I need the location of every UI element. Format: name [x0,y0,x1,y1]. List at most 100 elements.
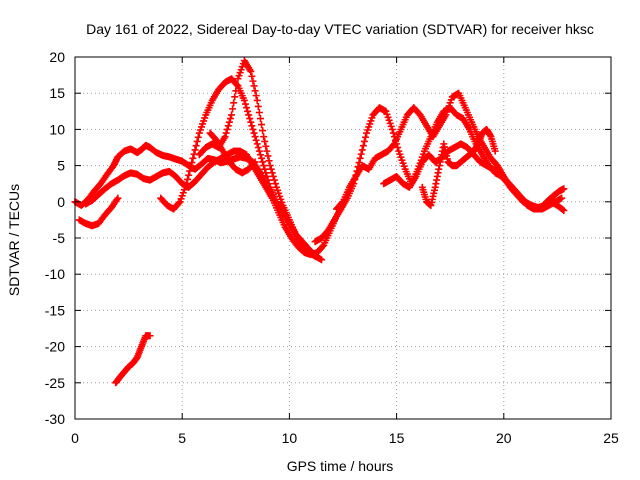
y-axis-label: SDTVAR / TECUs [6,184,22,296]
data-point [192,142,200,150]
y-tick-label: -25 [45,375,65,391]
axis-ticks: 0 5 10 15 20 25 -30 -25 -20 -15 -10 -5 0 5 10 15 20 [45,49,619,446]
data-point [263,172,271,180]
data-point [251,87,259,95]
data-point [261,165,269,173]
series-arc-7 [112,332,154,387]
data-point [250,82,258,90]
data-point [358,146,366,154]
data-point [559,206,567,214]
y-tick-label: 10 [49,121,65,137]
data-point [260,162,268,170]
data-points [71,57,568,387]
series-arc-11 [418,125,499,209]
data-point [264,176,272,184]
data-point [186,167,194,175]
y-tick-label: 5 [57,158,65,174]
series-arc-1 [71,141,347,259]
data-point [260,133,268,141]
x-tick-label: 10 [282,430,298,446]
data-point [191,146,199,154]
data-point [269,172,277,180]
data-point [259,127,267,135]
data-point [248,122,256,130]
data-point [187,163,195,171]
data-point [253,140,261,148]
x-tick-label: 25 [603,430,619,446]
data-point [189,154,197,162]
data-point [362,133,370,141]
data-point [254,144,262,151]
data-point [255,147,263,155]
data-point [241,100,249,108]
data-point [188,159,196,167]
data-point [194,133,202,141]
data-point [388,125,396,133]
y-tick-label: -5 [53,230,66,246]
data-point [394,144,402,151]
y-tick-label: -15 [45,302,65,318]
data-point [185,171,193,179]
data-point [231,93,239,101]
chart-title: Day 161 of 2022, Sidereal Day-to-day VTE… [86,21,594,37]
data-point [254,102,262,110]
data-point [311,252,319,260]
data-point [268,169,276,177]
data-point [247,118,255,126]
data-point [251,158,259,166]
data-point [233,81,241,89]
data-point [356,154,364,162]
data-point [225,118,233,126]
data-point [256,151,264,159]
data-point [224,122,232,130]
data-point [262,142,270,150]
grid-lines [75,57,611,419]
x-tick-label: 5 [178,430,186,446]
data-point [229,105,237,113]
data-point [263,147,271,155]
data-point [266,162,274,170]
series-arc-3 [75,194,122,230]
data-point [359,142,367,150]
data-point [271,180,279,188]
series-arc-6 [206,129,259,177]
data-point [222,129,230,137]
data-point [228,111,236,119]
data-point [146,332,154,340]
data-point [270,176,278,184]
data-point [258,121,266,129]
data-point [240,96,248,104]
data-point [259,158,267,166]
data-point [232,87,240,95]
data-point [357,150,365,158]
data-point [250,129,258,137]
data-point [267,165,275,173]
series-arc-9 [333,89,566,213]
data-point [243,104,251,112]
data-point [560,185,568,193]
data-point [223,125,231,133]
data-point [249,77,257,85]
data-point [256,115,264,123]
data-point [560,206,568,214]
data-point [247,67,255,75]
y-tick-label: -30 [45,411,65,427]
x-tick-label: 15 [389,430,405,446]
data-point [184,175,192,183]
data-point [182,180,190,188]
data-point [491,147,499,155]
data-point [114,194,122,202]
data-point [175,199,183,207]
data-point [265,180,273,188]
data-point [253,96,261,104]
data-point [264,152,272,160]
data-point [255,109,263,117]
data-point [252,136,260,144]
data-point [244,107,252,115]
data-point [360,137,368,145]
data-point [248,72,256,80]
data-point [338,199,346,207]
data-point [193,137,201,145]
data-point [265,157,273,165]
data-point [319,242,327,250]
